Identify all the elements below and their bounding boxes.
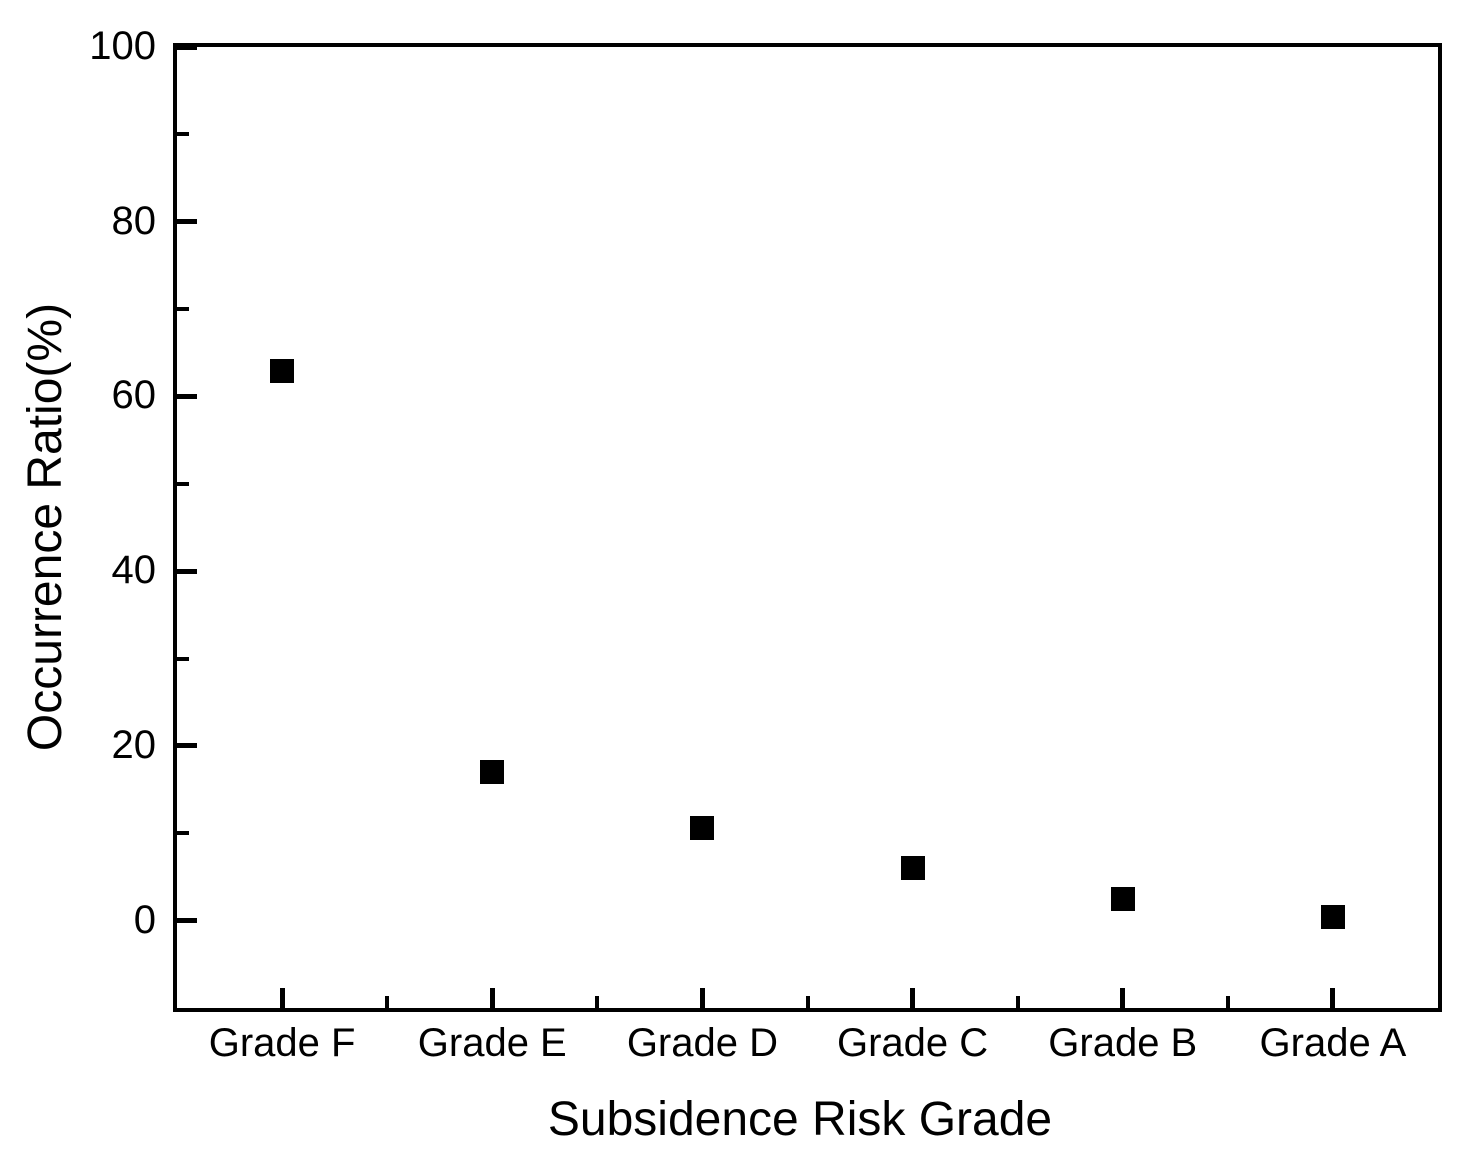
x-tick-label: Grade D [626, 1021, 778, 1065]
y-axis-minor-tick [177, 656, 189, 661]
y-tick-label: 40 [111, 548, 157, 593]
x-tick-label: Grade C [836, 1021, 989, 1065]
y-tick-label: 20 [111, 723, 157, 768]
y-axis-minor-tick [177, 481, 189, 486]
x-axis-major-tick [699, 988, 705, 1008]
data-point-marker [270, 359, 295, 384]
data-point-marker [900, 856, 925, 881]
data-point-marker [480, 760, 505, 785]
x-tick-label: Grade A [1259, 1021, 1407, 1065]
y-axis-minor-tick [177, 307, 189, 312]
y-tick-label: 60 [111, 373, 157, 418]
plot-area [173, 43, 1442, 1012]
y-axis-major-tick [177, 918, 197, 924]
y-axis-major-tick [177, 743, 197, 749]
y-tick-label: 80 [111, 198, 157, 243]
y-axis-major-tick [177, 568, 197, 574]
x-axis-minor-tick [1015, 996, 1020, 1008]
x-tick-label: Grade E [417, 1021, 567, 1065]
x-axis-minor-tick [595, 996, 600, 1008]
x-axis-minor-tick [385, 996, 390, 1008]
x-axis-major-tick [489, 988, 495, 1008]
y-axis-title: Occurrence Ratio(%) [19, 302, 72, 752]
y-axis-minor-tick [177, 831, 189, 836]
y-axis-major-tick [177, 393, 197, 399]
data-point-marker [1110, 886, 1135, 911]
x-axis-major-tick [910, 988, 916, 1008]
x-axis-title: Subsidence Risk Grade [547, 1093, 1053, 1146]
y-axis-minor-tick [177, 132, 189, 137]
x-axis-minor-tick [805, 996, 810, 1008]
y-tick-label: 100 [89, 24, 156, 69]
x-axis-minor-tick [1225, 996, 1230, 1008]
x-axis-major-tick [1120, 988, 1126, 1008]
x-axis-major-tick [279, 988, 285, 1008]
x-tick-label: Grade F [208, 1021, 356, 1065]
y-tick-label: 0 [133, 897, 156, 942]
data-point-marker [690, 816, 715, 841]
y-axis-major-tick [177, 44, 197, 50]
x-tick-label: Grade B [1048, 1021, 1198, 1065]
data-point-marker [1320, 905, 1345, 930]
x-axis-major-tick [1330, 988, 1336, 1008]
y-axis-major-tick [177, 219, 197, 225]
